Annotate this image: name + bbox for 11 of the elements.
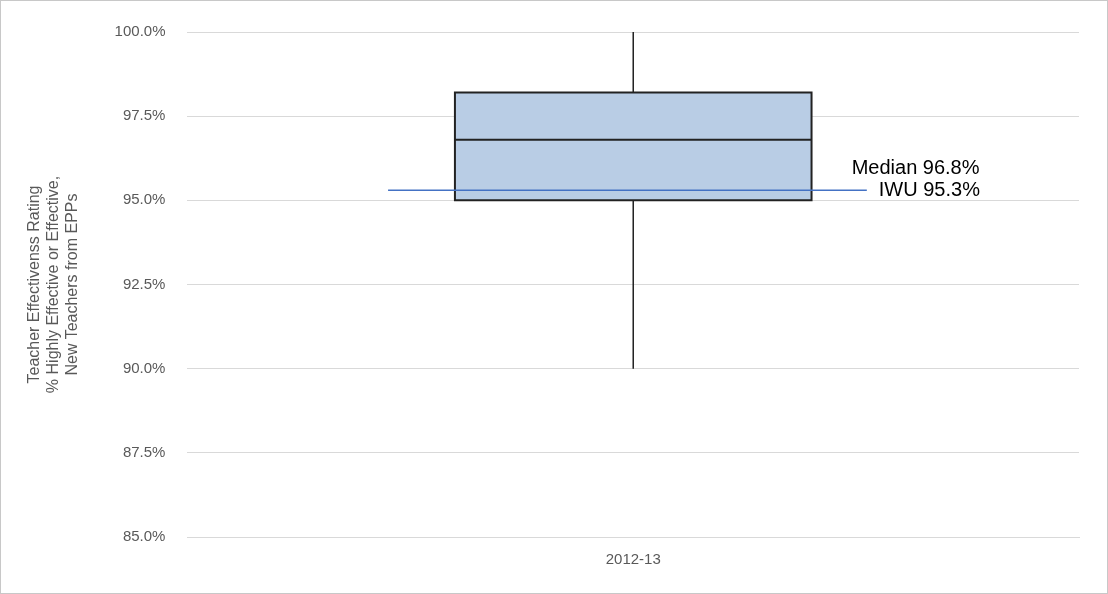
annotation: Median 96.8% [851, 155, 980, 178]
y-axis-title: Teacher Effectivenss Rating % Highly Effective or Effective, New Teachers from EPPs [25, 175, 81, 394]
y-tick-label: 100.0% [114, 22, 166, 40]
y-tick-label: 90.0% [122, 358, 166, 376]
ref-line-label: IWU 95.3% [878, 177, 981, 200]
y-tick-label: 95.0% [122, 190, 166, 208]
y-tick-label: 85.0% [122, 527, 166, 545]
y-tick-label: 92.5% [122, 274, 166, 292]
y-tick-label: 97.5% [122, 106, 166, 124]
y-tick-label: 87.5% [122, 442, 166, 460]
x-tick-label: 2012-13 [605, 550, 661, 568]
